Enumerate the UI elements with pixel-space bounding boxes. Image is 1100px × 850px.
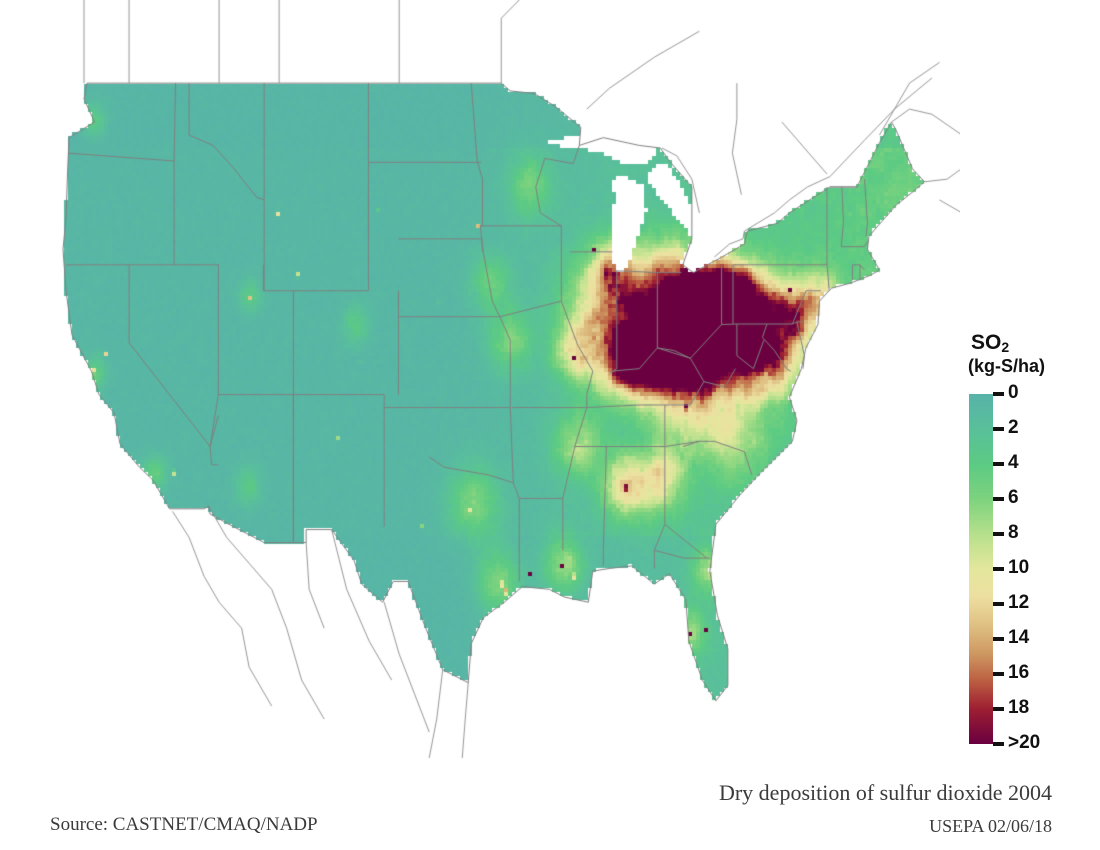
figure-source: Source: CASTNET/CMAQ/NADP [50,814,318,835]
legend-tick-label: 8 [1008,522,1019,543]
legend-tick-mark [993,567,1004,571]
legend-tick-label: 2 [1008,417,1019,438]
legend-tick-mark [993,742,1004,746]
legend-tick-label: 0 [1008,382,1019,403]
legend-tick-label: 4 [1008,452,1019,473]
legend-tick-mark [993,392,1004,396]
legend-title-subscript: 2 [1001,339,1010,355]
legend-tick-mark [993,602,1004,606]
legend-title-text: SO [971,331,1002,354]
legend-tick-label: 10 [1008,557,1030,578]
legend-title: SO2 [971,331,1010,356]
legend-tick-layer: 0 2 4 6 8 10 12 14 16 18 >20 [966,382,1096,753]
figure-credit: USEPA 02/06/18 [929,816,1052,836]
so2-deposition-map [0,0,960,770]
legend-tick-mark [993,532,1004,536]
legend-tick-mark [993,637,1004,641]
legend-tick-label: 18 [1008,697,1030,718]
map-raster-canvas [0,0,960,770]
legend-tick-mark [993,497,1004,501]
legend-tick-mark [993,707,1004,711]
legend-units-label: (kg-S/ha) [968,356,1046,376]
legend-tick-label: >20 [1008,732,1041,753]
figure-title: Dry deposition of sulfur dioxide 2004 [718,780,1052,805]
legend-tick-label: 16 [1008,662,1030,683]
legend-tick-label: 12 [1008,592,1030,613]
legend-tick-label: 6 [1008,487,1019,508]
legend-tick-mark [993,427,1004,431]
legend-tick-mark [993,672,1004,676]
colorbar-gradient [969,394,993,744]
legend-panel: SO2 (kg-S/ha) 0 2 4 6 8 10 12 14 16 18 >20 [966,331,1096,754]
legend-tick-label: 14 [1008,627,1030,648]
legend-tick-mark [993,462,1004,466]
